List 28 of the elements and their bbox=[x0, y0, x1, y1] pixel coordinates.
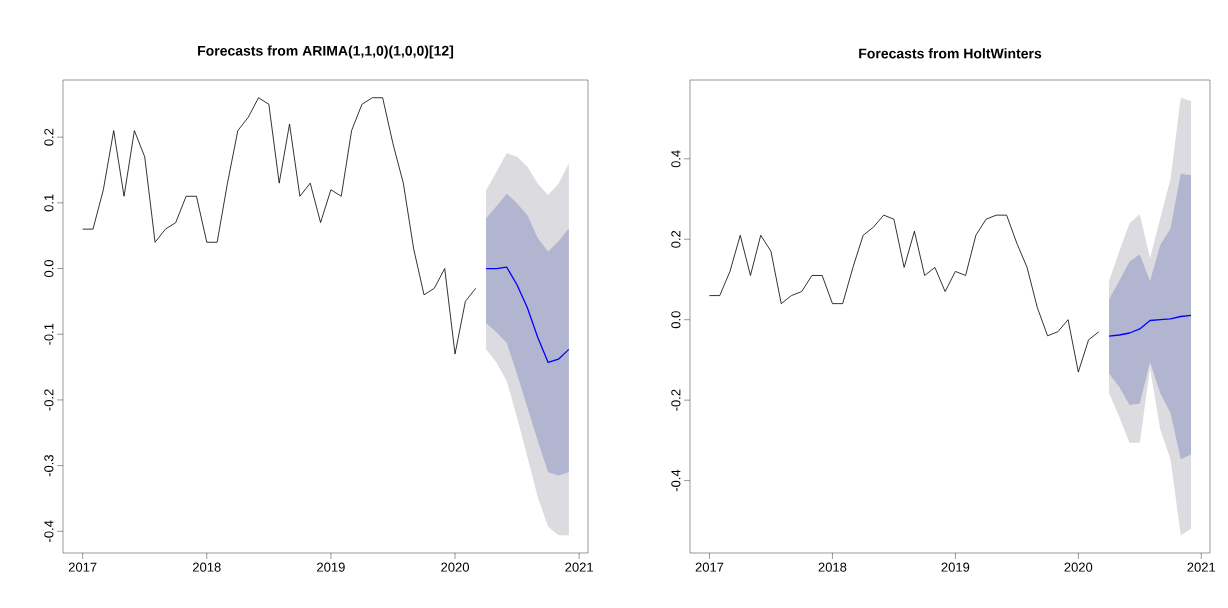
x-tick-label: 2019 bbox=[941, 562, 970, 572]
x-tick-label: 2019 bbox=[317, 562, 345, 572]
line-series bbox=[1108, 314, 1192, 337]
x-tick-label: 2017 bbox=[68, 562, 97, 572]
y-tick-label: -0.2 bbox=[44, 389, 54, 411]
y-tick-label: 0.2 bbox=[44, 128, 54, 146]
y-tick-label: -0.3 bbox=[44, 454, 54, 477]
x-tick-label: 2021 bbox=[1187, 562, 1216, 572]
y-tick-label: 0.2 bbox=[671, 230, 681, 248]
x-tick-label: 2018 bbox=[192, 562, 221, 572]
x-tick-label: 2018 bbox=[818, 562, 847, 572]
y-tick-label: 0.0 bbox=[44, 260, 54, 278]
x-tick-label: 2020 bbox=[1064, 562, 1093, 572]
y-tick-label: -0.2 bbox=[671, 389, 681, 411]
chart-title: Forecasts from ARIMA(1,1,0)(1,0,0)[12] bbox=[198, 45, 454, 59]
y-tick-label: 0.4 bbox=[671, 150, 681, 168]
line-series bbox=[485, 266, 570, 364]
y-tick-label: -0.4 bbox=[44, 520, 54, 542]
y-tick-label: -0.4 bbox=[671, 469, 681, 492]
y-tick-label: 0.0 bbox=[671, 311, 681, 329]
line-series bbox=[82, 97, 477, 355]
y-tick-label: -0.1 bbox=[44, 323, 54, 345]
x-tick-label: 2017 bbox=[695, 562, 724, 572]
y-tick-label: 0.1 bbox=[44, 194, 54, 212]
chart-title: Forecasts from HoltWinters bbox=[859, 48, 1042, 59]
x-tick-label: 2021 bbox=[565, 562, 593, 572]
line-series bbox=[709, 214, 1100, 373]
x-tick-label: 2020 bbox=[441, 562, 469, 572]
